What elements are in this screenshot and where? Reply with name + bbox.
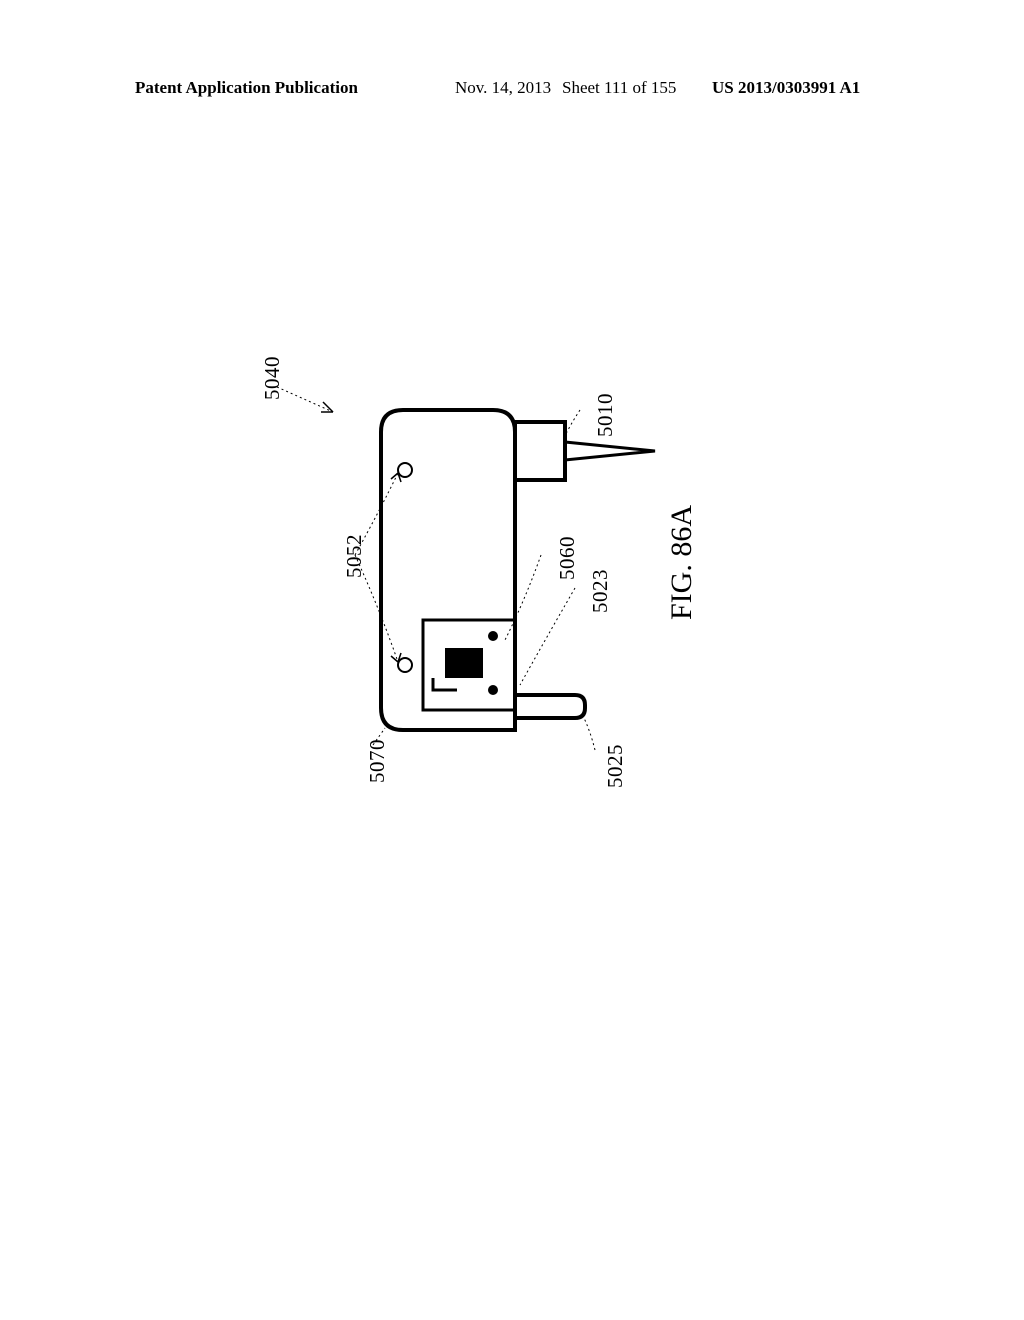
figure-drawing: [225, 330, 785, 850]
leader-5025: [583, 716, 595, 750]
ref-5010: 5010: [593, 393, 618, 437]
document-number: US 2013/0303991 A1: [712, 78, 860, 98]
module-bracket: [433, 678, 457, 690]
ref-5070: 5070: [365, 739, 390, 783]
figure-caption: FIG. 86A: [665, 505, 699, 620]
ref-5060: 5060: [555, 536, 580, 580]
ref-5052: 5052: [342, 534, 367, 578]
publication-label: Patent Application Publication: [135, 78, 358, 98]
arrowhead-5040: [321, 402, 333, 412]
figure-86a: 5040 5052 5070 5010 5060 5023 5025 FIG. …: [225, 330, 785, 850]
leader-5023: [520, 588, 575, 685]
hole-bottom: [398, 658, 412, 672]
tab: [515, 695, 585, 718]
module-dot-2: [488, 685, 498, 695]
module-fill: [445, 648, 483, 678]
leader-5060: [505, 555, 541, 640]
module-dot-1: [488, 631, 498, 641]
page: Patent Application Publication Nov. 14, …: [0, 0, 1024, 1320]
ref-5023: 5023: [588, 569, 613, 613]
needle: [565, 442, 655, 460]
device-body-outline: [381, 410, 515, 730]
hole-top: [398, 463, 412, 477]
ref-5025: 5025: [603, 744, 628, 788]
leader-5040: [277, 387, 333, 412]
publication-date: Nov. 14, 2013: [455, 78, 551, 98]
block-left: [515, 422, 565, 480]
ref-5040: 5040: [260, 356, 285, 400]
sheet-number: Sheet 111 of 155: [562, 78, 676, 98]
